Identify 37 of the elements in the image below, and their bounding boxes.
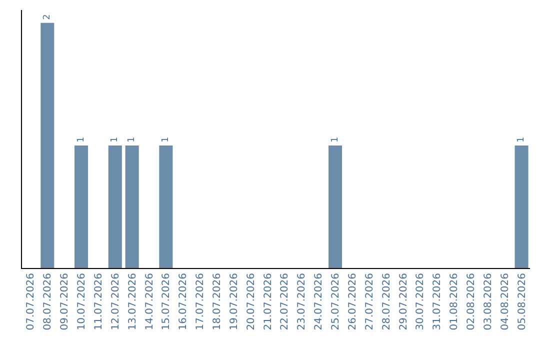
x-tick-label: 01.08.2026 xyxy=(449,273,460,330)
data-label: 1 xyxy=(160,136,171,142)
data-label: 2 xyxy=(42,14,52,20)
x-tick-label: 31.07.2026 xyxy=(432,273,444,330)
x-tick-label: 27.07.2026 xyxy=(364,273,376,330)
data-label: 1 xyxy=(516,136,527,142)
x-tick-label: 17.07.2026 xyxy=(195,273,206,330)
data-label: 1 xyxy=(330,136,340,142)
x-tick-label: 28.07.2026 xyxy=(381,273,392,330)
x-tick-label: 10.07.2026 xyxy=(76,273,88,330)
x-tick-label: 03.08.2026 xyxy=(482,273,494,330)
x-tick-label: 23.07.2026 xyxy=(296,273,308,330)
x-tick-label: 11.07.2026 xyxy=(93,273,104,330)
x-tick-label: 04.08.2026 xyxy=(500,273,511,330)
data-label: 1 xyxy=(76,136,86,142)
x-tick-label: 26.07.2026 xyxy=(347,273,358,330)
x-tick-label: 29.07.2026 xyxy=(398,273,410,330)
x-tick-label: 08.07.2026 xyxy=(42,273,54,330)
data-label: 1 xyxy=(127,136,138,142)
x-tick-label: 20.07.2026 xyxy=(246,273,257,330)
x-tick-label: 14.07.2026 xyxy=(144,273,156,330)
x-tick-label: 24.07.2026 xyxy=(314,273,325,330)
x-tick-label: 15.07.2026 xyxy=(161,273,172,330)
x-tick-label: 13.07.2026 xyxy=(127,273,138,330)
x-tick-label: 09.07.2026 xyxy=(60,273,71,330)
data-label: 1 xyxy=(110,136,120,142)
x-tick-label: 05.08.2026 xyxy=(516,273,528,330)
x-tick-label: 30.07.2026 xyxy=(415,273,426,330)
x-tick-label: 12.07.2026 xyxy=(110,273,122,330)
x-tick-label: 22.07.2026 xyxy=(280,273,291,330)
x-tick-label: 18.07.2026 xyxy=(212,273,223,330)
x-tick-label: 07.07.2026 xyxy=(26,273,37,330)
x-tick-label: 21.07.2026 xyxy=(262,273,274,330)
x-tick-label: 19.07.2026 xyxy=(228,273,240,330)
x-tick-label: 16.07.2026 xyxy=(178,273,190,330)
x-tick-label: 25.07.2026 xyxy=(330,273,342,330)
x-tick-label: 02.08.2026 xyxy=(466,273,477,330)
